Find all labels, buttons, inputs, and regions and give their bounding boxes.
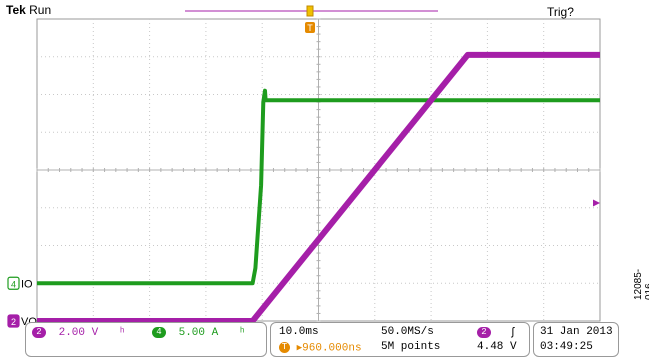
timebase: 10.0ms — [279, 326, 319, 338]
channel-labels: 4IO2VO — [7, 276, 37, 328]
trace-vo — [37, 51, 600, 324]
trigger-status: Trig? — [547, 5, 574, 19]
trigger-source-badge: 2 — [477, 327, 491, 338]
waveform-traces — [37, 51, 600, 324]
channel-number: 4 — [11, 279, 16, 289]
channel-name: IO — [21, 278, 33, 290]
channel-marker-4 — [7, 276, 20, 290]
brand-name: Tek — [6, 3, 26, 17]
time: 03:49:25 — [540, 341, 593, 353]
delay-value: 960.000ns — [302, 342, 362, 355]
ch4-scale: 5.00 A — [178, 327, 219, 340]
acquisition-status: Run — [29, 3, 52, 17]
ch4-badge: 4 — [152, 327, 166, 338]
channel-label-io: 4 IO — [7, 276, 33, 290]
channel-number: 2 — [11, 317, 16, 327]
ch2-bw-icon: ʰ — [118, 327, 126, 340]
channel-marker-2 — [7, 314, 20, 328]
ch2-scale: 2.00 V — [58, 327, 99, 340]
record-length: 5M points — [381, 341, 441, 353]
channel-readout-bar: 2 2.00 V ʰ 4 5.00 A ʰ — [25, 322, 267, 357]
trace-io — [37, 88, 600, 286]
date: 31 Jan 2013 — [540, 326, 613, 338]
trigger-level-marker — [593, 199, 600, 207]
record-window-marker — [306, 5, 314, 17]
trigger-position-letter: T — [307, 23, 313, 33]
figure-id: 12085-016 — [633, 268, 649, 300]
graticule — [36, 18, 601, 322]
scope-brand: Tek Run — [6, 4, 51, 16]
trigger-markers: T — [185, 5, 600, 207]
sample-rate: 50.0MS/s — [381, 326, 434, 338]
ch4-bw-icon: ʰ — [238, 327, 246, 340]
trigger-level: 4.48 V — [477, 341, 517, 353]
trigger-position-icon: T — [279, 342, 290, 353]
trigger-slope-icon: ʃ — [509, 327, 517, 340]
ch2-badge: 2 — [32, 327, 46, 338]
trigger-delay: T ▸960.000ns — [279, 342, 362, 354]
datetime-readout-bar: 31 Jan 2013 03:49:25 — [533, 322, 619, 357]
trigger-position-marker — [305, 22, 315, 33]
timebase-readout-bar: 10.0ms T ▸960.000ns 50.0MS/s 5M points 2… — [270, 322, 530, 357]
